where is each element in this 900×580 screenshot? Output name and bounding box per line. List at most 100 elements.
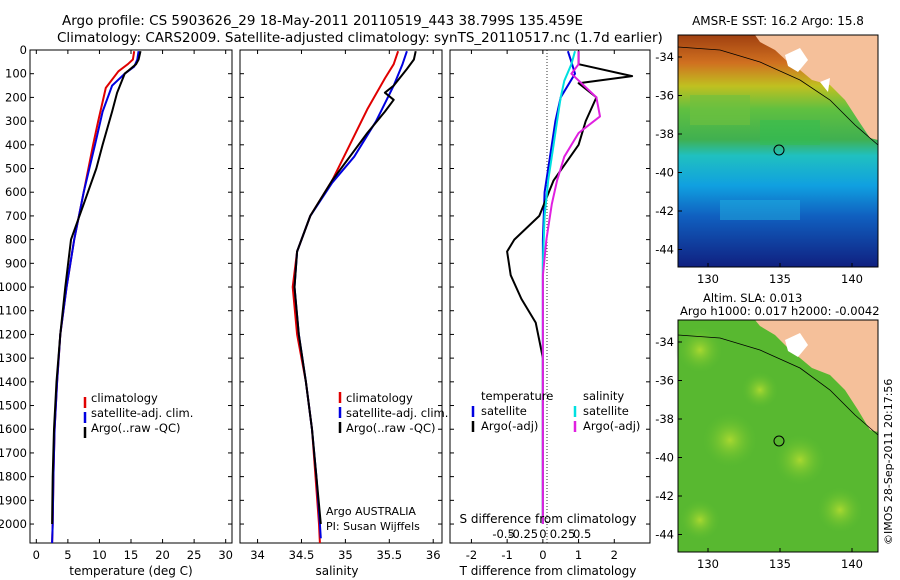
x-tick-label: 34.5 (289, 548, 315, 562)
series-line-satellite (541, 50, 576, 524)
x-tick-label: 0 (539, 548, 546, 562)
imos-credit: ©IMOS 28-Sep-2011 20:17:56 (882, 379, 895, 545)
series-line-argo-raw-qc- (293, 50, 417, 525)
difference-legend: temperature salinity satellite Argo(-adj… (471, 389, 640, 433)
map-y-tick-label: -34 (655, 335, 674, 349)
map-y-tick-label: -36 (655, 89, 674, 103)
sla-map-title-line1: Altim. SLA: 0.013 (703, 291, 802, 305)
x-tick-label: 25 (187, 548, 202, 562)
s-tick-label: 0.5 (573, 527, 591, 541)
sla-map: Altim. SLA: 0.013 Argo h1000: 0.017 h200… (655, 291, 879, 571)
sal-legend-satellite: satellite-adj. clim. (346, 406, 448, 420)
y-tick-label: 100 (5, 67, 27, 81)
y-tick-label: 1000 (0, 280, 27, 294)
map-x-tick-label: 130 (697, 272, 719, 286)
y-tick-label: 600 (5, 185, 27, 199)
temp-legend-satellite: satellite-adj. clim. (91, 406, 193, 420)
map-y-tick-label: -44 (655, 528, 674, 542)
x-tick-label: 15 (124, 548, 139, 562)
y-tick-label: 1200 (0, 327, 27, 341)
y-tick-label: 1400 (0, 375, 27, 389)
x-tick-label: 2 (611, 548, 618, 562)
diff-legend-salinity-title: salinity (583, 389, 624, 403)
x-tick-label: 0 (33, 548, 40, 562)
y-tick-label: 1700 (0, 446, 27, 460)
sla-land (755, 320, 878, 432)
sst-map-title: AMSR-E SST: 16.2 Argo: 15.8 (692, 14, 864, 28)
x-tick-label: -1 (501, 548, 512, 562)
map-x-tick-label: 130 (697, 557, 719, 571)
sla-map-title-line2: Argo h1000: 0.017 h2000: -0.0042 (680, 304, 880, 318)
y-tick-label: 300 (5, 114, 27, 128)
s-tick-label: 0.25 (550, 527, 576, 541)
y-tick-label: 700 (5, 209, 27, 223)
map-y-tick-label: -36 (655, 374, 674, 388)
map-y-tick-label: -40 (655, 451, 674, 465)
map-y-tick-label: -42 (655, 489, 674, 503)
series-line-satellite-adj-clim- (293, 50, 408, 539)
map-x-tick-label: 140 (841, 272, 863, 286)
series-line-argo-adj- (506, 51, 634, 524)
y-tick-label: 2000 (0, 517, 27, 531)
series-line-satellite (541, 50, 576, 524)
argo-position-marker-sla (773, 435, 785, 447)
temperature-legend: climatology satellite-adj. clim. Argo(..… (83, 391, 193, 438)
x-tick-label: 36 (426, 548, 441, 562)
map-y-tick-label: -38 (655, 412, 674, 426)
x-tick-label: 30 (218, 548, 233, 562)
map-y-tick-label: -38 (655, 127, 674, 141)
diff-legend-argo-temp: Argo(-adj) (481, 419, 538, 433)
y-tick-label: 0 (20, 43, 27, 57)
temp-legend-argo: Argo(..raw -QC) (91, 421, 181, 435)
diff-legend-temperature-title: temperature (481, 389, 553, 403)
y-tick-label: 1300 (0, 351, 27, 365)
s-tick-label: -0.25 (508, 527, 538, 541)
map-y-tick-label: -40 (655, 166, 674, 180)
salinity-panel: 34 34.5 35 35.5 36 salinity climatology sate… (239, 49, 448, 578)
sal-legend-climatology: climatology (346, 391, 413, 405)
y-tick-label: 1500 (0, 399, 27, 413)
temperature-panel: 0100200300400500600700800900100011001200… (0, 43, 233, 578)
x-tick-label: 10 (92, 548, 107, 562)
y-tick-label: 400 (5, 138, 27, 152)
argo-position-marker-sst (773, 144, 785, 156)
x-tick-label: 35 (338, 548, 353, 562)
x-tick-label: -2 (466, 548, 477, 562)
x-tick-label: 34 (250, 548, 265, 562)
diff-legend-sat-sal: satellite (583, 404, 629, 418)
y-tick-label: 800 (5, 233, 27, 247)
y-tick-label: 500 (5, 162, 27, 176)
map-y-tick-label: -42 (655, 204, 674, 218)
sst-map: AMSR-E SST: 16.2 Argo: 15.8 -34 -36 -38 -40… (655, 14, 879, 286)
figure-title-line2: Climatology: CARS2009. Satellite-adjuste… (57, 30, 663, 46)
x-tick-label: 1 (575, 548, 582, 562)
y-tick-label: 1100 (0, 304, 27, 318)
x-tick-label: 20 (155, 548, 170, 562)
s-tick-label: 0 (539, 527, 546, 541)
y-tick-label: 1600 (0, 422, 27, 436)
sal-legend-argo: Argo(..raw -QC) (346, 421, 436, 435)
difference-panel: -2 -1 0 1 2 -0.5-0.25 0 0.250.5 S difference f… (449, 49, 651, 578)
y-tick-label: 1800 (0, 470, 27, 484)
temperature-xlabel: temperature (deg C) (69, 564, 192, 578)
temp-legend-climatology: climatology (91, 391, 158, 405)
salinity-legend: climatology satellite-adj. clim. Argo(..… (338, 391, 448, 435)
diff-legend-argo-sal: Argo(-adj) (583, 419, 640, 433)
t-difference-xlabel: T difference from climatology (459, 564, 637, 578)
x-tick-label: 35.5 (376, 548, 402, 562)
map-x-tick-label: 140 (841, 557, 863, 571)
salinity-xlabel: salinity (315, 564, 358, 578)
series-line-argo-raw-qc- (51, 50, 142, 525)
diff-legend-sat-temp: satellite (481, 404, 527, 418)
y-tick-label: 1900 (0, 493, 27, 507)
map-y-tick-label: -34 (655, 50, 674, 64)
sst-land (755, 35, 878, 140)
x-tick-label: 5 (64, 548, 71, 562)
s-tick-label: -0.5 (492, 527, 514, 541)
map-x-tick-label: 135 (769, 272, 791, 286)
series-line-climatology (291, 50, 400, 544)
figure-title-line1: Argo profile: CS 5903626_29 18-May-2011 … (62, 13, 583, 29)
y-tick-label: 900 (5, 256, 27, 270)
series-line-argo-adj- (541, 51, 601, 524)
